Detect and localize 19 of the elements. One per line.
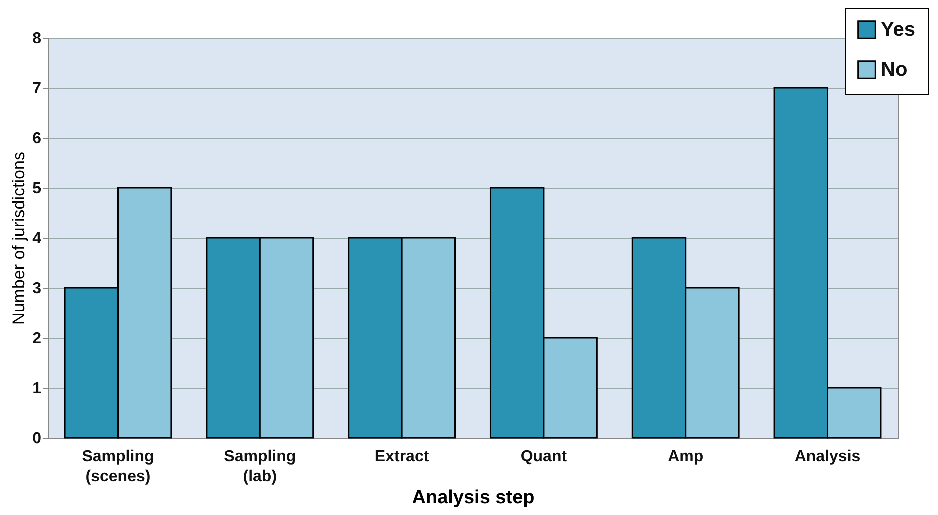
y-tick-label: 5 — [32, 180, 42, 198]
y-tick-label: 1 — [32, 380, 42, 398]
x-tick-label: Analysis — [794, 448, 861, 466]
legend-label: No — [881, 59, 908, 81]
y-tick-label: 3 — [32, 280, 42, 298]
x-tick-label: Sampling (lab) — [224, 448, 296, 486]
x-tick-label: Sampling (scenes) — [82, 448, 154, 486]
y-tick-label: 7 — [32, 80, 42, 98]
y-tick-label: 2 — [32, 330, 42, 348]
y-axis-title: Number of jurisdictions — [10, 152, 29, 325]
x-tick-label: Amp — [668, 448, 704, 466]
y-tick-label: 8 — [32, 30, 42, 48]
x-tick-label: Quant — [520, 448, 568, 466]
legend-label: Yes — [881, 19, 916, 41]
y-tick-label: 6 — [32, 130, 42, 148]
y-tick-label: 4 — [32, 230, 42, 248]
x-axis-title: Analysis step — [412, 488, 535, 508]
y-tick-label: 0 — [32, 430, 42, 448]
x-tick-label: Extract — [374, 448, 430, 466]
